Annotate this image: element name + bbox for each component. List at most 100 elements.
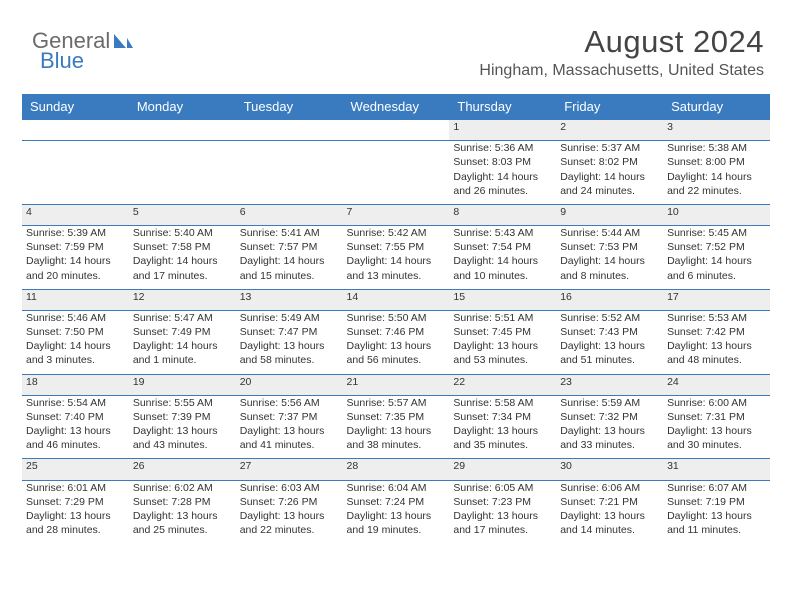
day-number-cell: 23 (556, 374, 663, 395)
sunset-text: Sunset: 7:35 PM (347, 410, 446, 424)
logo-word-2: Blue (40, 48, 84, 74)
weekday-header: Saturday (663, 94, 770, 120)
day-number-cell (129, 120, 236, 141)
day-number-cell: 4 (22, 204, 129, 225)
day-detail-cell: Sunrise: 6:05 AMSunset: 7:23 PMDaylight:… (449, 480, 556, 543)
day-number-cell: 7 (343, 204, 450, 225)
sunset-text: Sunset: 7:28 PM (133, 495, 232, 509)
daylight-text: Daylight: 14 hours and 3 minutes. (26, 339, 125, 367)
day-number-cell: 21 (343, 374, 450, 395)
daylight-text: Daylight: 13 hours and 35 minutes. (453, 424, 552, 452)
day-detail-cell: Sunrise: 5:49 AMSunset: 7:47 PMDaylight:… (236, 310, 343, 374)
day-detail-cell: Sunrise: 5:50 AMSunset: 7:46 PMDaylight:… (343, 310, 450, 374)
sunrise-text: Sunrise: 6:00 AM (667, 396, 766, 410)
day-number-cell: 28 (343, 459, 450, 480)
sunset-text: Sunset: 8:02 PM (560, 155, 659, 169)
sunset-text: Sunset: 7:42 PM (667, 325, 766, 339)
sunrise-text: Sunrise: 6:06 AM (560, 481, 659, 495)
weekday-header: Wednesday (343, 94, 450, 120)
weekday-header: Monday (129, 94, 236, 120)
sunset-text: Sunset: 7:43 PM (560, 325, 659, 339)
weekday-header: Friday (556, 94, 663, 120)
sunset-text: Sunset: 7:57 PM (240, 240, 339, 254)
day-number-cell (22, 120, 129, 141)
daylight-text: Daylight: 14 hours and 22 minutes. (667, 170, 766, 198)
daylight-text: Daylight: 13 hours and 58 minutes. (240, 339, 339, 367)
day-detail-cell: Sunrise: 6:06 AMSunset: 7:21 PMDaylight:… (556, 480, 663, 543)
sunrise-text: Sunrise: 6:05 AM (453, 481, 552, 495)
daylight-text: Daylight: 13 hours and 25 minutes. (133, 509, 232, 537)
day-detail-cell: Sunrise: 6:02 AMSunset: 7:28 PMDaylight:… (129, 480, 236, 543)
sunrise-text: Sunrise: 5:51 AM (453, 311, 552, 325)
sunset-text: Sunset: 7:31 PM (667, 410, 766, 424)
day-detail-cell: Sunrise: 5:46 AMSunset: 7:50 PMDaylight:… (22, 310, 129, 374)
day-detail-cell: Sunrise: 5:45 AMSunset: 7:52 PMDaylight:… (663, 226, 770, 290)
sunset-text: Sunset: 8:03 PM (453, 155, 552, 169)
sunrise-text: Sunrise: 5:42 AM (347, 226, 446, 240)
sunrise-text: Sunrise: 5:37 AM (560, 141, 659, 155)
day-detail-cell: Sunrise: 5:51 AMSunset: 7:45 PMDaylight:… (449, 310, 556, 374)
weekday-header: Tuesday (236, 94, 343, 120)
daylight-text: Daylight: 14 hours and 24 minutes. (560, 170, 659, 198)
sunset-text: Sunset: 7:40 PM (26, 410, 125, 424)
sunrise-text: Sunrise: 5:38 AM (667, 141, 766, 155)
sunset-text: Sunset: 7:32 PM (560, 410, 659, 424)
daylight-text: Daylight: 14 hours and 26 minutes. (453, 170, 552, 198)
sunrise-text: Sunrise: 6:01 AM (26, 481, 125, 495)
sunset-text: Sunset: 7:59 PM (26, 240, 125, 254)
day-detail-cell (129, 141, 236, 205)
sunset-text: Sunset: 7:58 PM (133, 240, 232, 254)
day-number-row: 25262728293031 (22, 459, 770, 480)
sunset-text: Sunset: 7:45 PM (453, 325, 552, 339)
sunrise-text: Sunrise: 5:46 AM (26, 311, 125, 325)
daylight-text: Daylight: 14 hours and 15 minutes. (240, 254, 339, 282)
weekday-header: Thursday (449, 94, 556, 120)
sunrise-text: Sunrise: 5:54 AM (26, 396, 125, 410)
day-number-cell: 11 (22, 289, 129, 310)
day-detail-cell: Sunrise: 5:57 AMSunset: 7:35 PMDaylight:… (343, 395, 450, 459)
daylight-text: Daylight: 13 hours and 43 minutes. (133, 424, 232, 452)
sunrise-text: Sunrise: 5:58 AM (453, 396, 552, 410)
day-detail-cell: Sunrise: 5:47 AMSunset: 7:49 PMDaylight:… (129, 310, 236, 374)
day-detail-row: Sunrise: 5:39 AMSunset: 7:59 PMDaylight:… (22, 226, 770, 290)
daylight-text: Daylight: 13 hours and 51 minutes. (560, 339, 659, 367)
daylight-text: Daylight: 13 hours and 46 minutes. (26, 424, 125, 452)
day-detail-cell: Sunrise: 5:41 AMSunset: 7:57 PMDaylight:… (236, 226, 343, 290)
day-number-cell: 8 (449, 204, 556, 225)
day-number-cell: 9 (556, 204, 663, 225)
day-number-cell: 29 (449, 459, 556, 480)
day-number-cell: 13 (236, 289, 343, 310)
day-detail-cell: Sunrise: 6:00 AMSunset: 7:31 PMDaylight:… (663, 395, 770, 459)
daylight-text: Daylight: 13 hours and 48 minutes. (667, 339, 766, 367)
weekday-header: Sunday (22, 94, 129, 120)
sunrise-text: Sunrise: 5:59 AM (560, 396, 659, 410)
daylight-text: Daylight: 13 hours and 22 minutes. (240, 509, 339, 537)
daylight-text: Daylight: 14 hours and 6 minutes. (667, 254, 766, 282)
sunrise-text: Sunrise: 5:43 AM (453, 226, 552, 240)
day-detail-cell (22, 141, 129, 205)
sunrise-text: Sunrise: 5:40 AM (133, 226, 232, 240)
sail-icon (112, 32, 134, 50)
sunset-text: Sunset: 7:50 PM (26, 325, 125, 339)
day-detail-cell: Sunrise: 6:01 AMSunset: 7:29 PMDaylight:… (22, 480, 129, 543)
daylight-text: Daylight: 14 hours and 13 minutes. (347, 254, 446, 282)
sunset-text: Sunset: 7:19 PM (667, 495, 766, 509)
day-number-cell: 26 (129, 459, 236, 480)
day-detail-cell: Sunrise: 5:37 AMSunset: 8:02 PMDaylight:… (556, 141, 663, 205)
day-detail-cell: Sunrise: 5:40 AMSunset: 7:58 PMDaylight:… (129, 226, 236, 290)
day-detail-cell: Sunrise: 5:53 AMSunset: 7:42 PMDaylight:… (663, 310, 770, 374)
sunset-text: Sunset: 7:52 PM (667, 240, 766, 254)
daylight-text: Daylight: 13 hours and 30 minutes. (667, 424, 766, 452)
sunset-text: Sunset: 7:55 PM (347, 240, 446, 254)
day-detail-cell: Sunrise: 6:07 AMSunset: 7:19 PMDaylight:… (663, 480, 770, 543)
day-number-cell: 3 (663, 120, 770, 141)
sunrise-text: Sunrise: 5:53 AM (667, 311, 766, 325)
day-number-cell: 12 (129, 289, 236, 310)
sunrise-text: Sunrise: 5:45 AM (667, 226, 766, 240)
sunrise-text: Sunrise: 6:07 AM (667, 481, 766, 495)
sunrise-text: Sunrise: 6:04 AM (347, 481, 446, 495)
day-detail-cell (236, 141, 343, 205)
sunrise-text: Sunrise: 5:47 AM (133, 311, 232, 325)
sunset-text: Sunset: 7:53 PM (560, 240, 659, 254)
day-detail-cell: Sunrise: 5:56 AMSunset: 7:37 PMDaylight:… (236, 395, 343, 459)
